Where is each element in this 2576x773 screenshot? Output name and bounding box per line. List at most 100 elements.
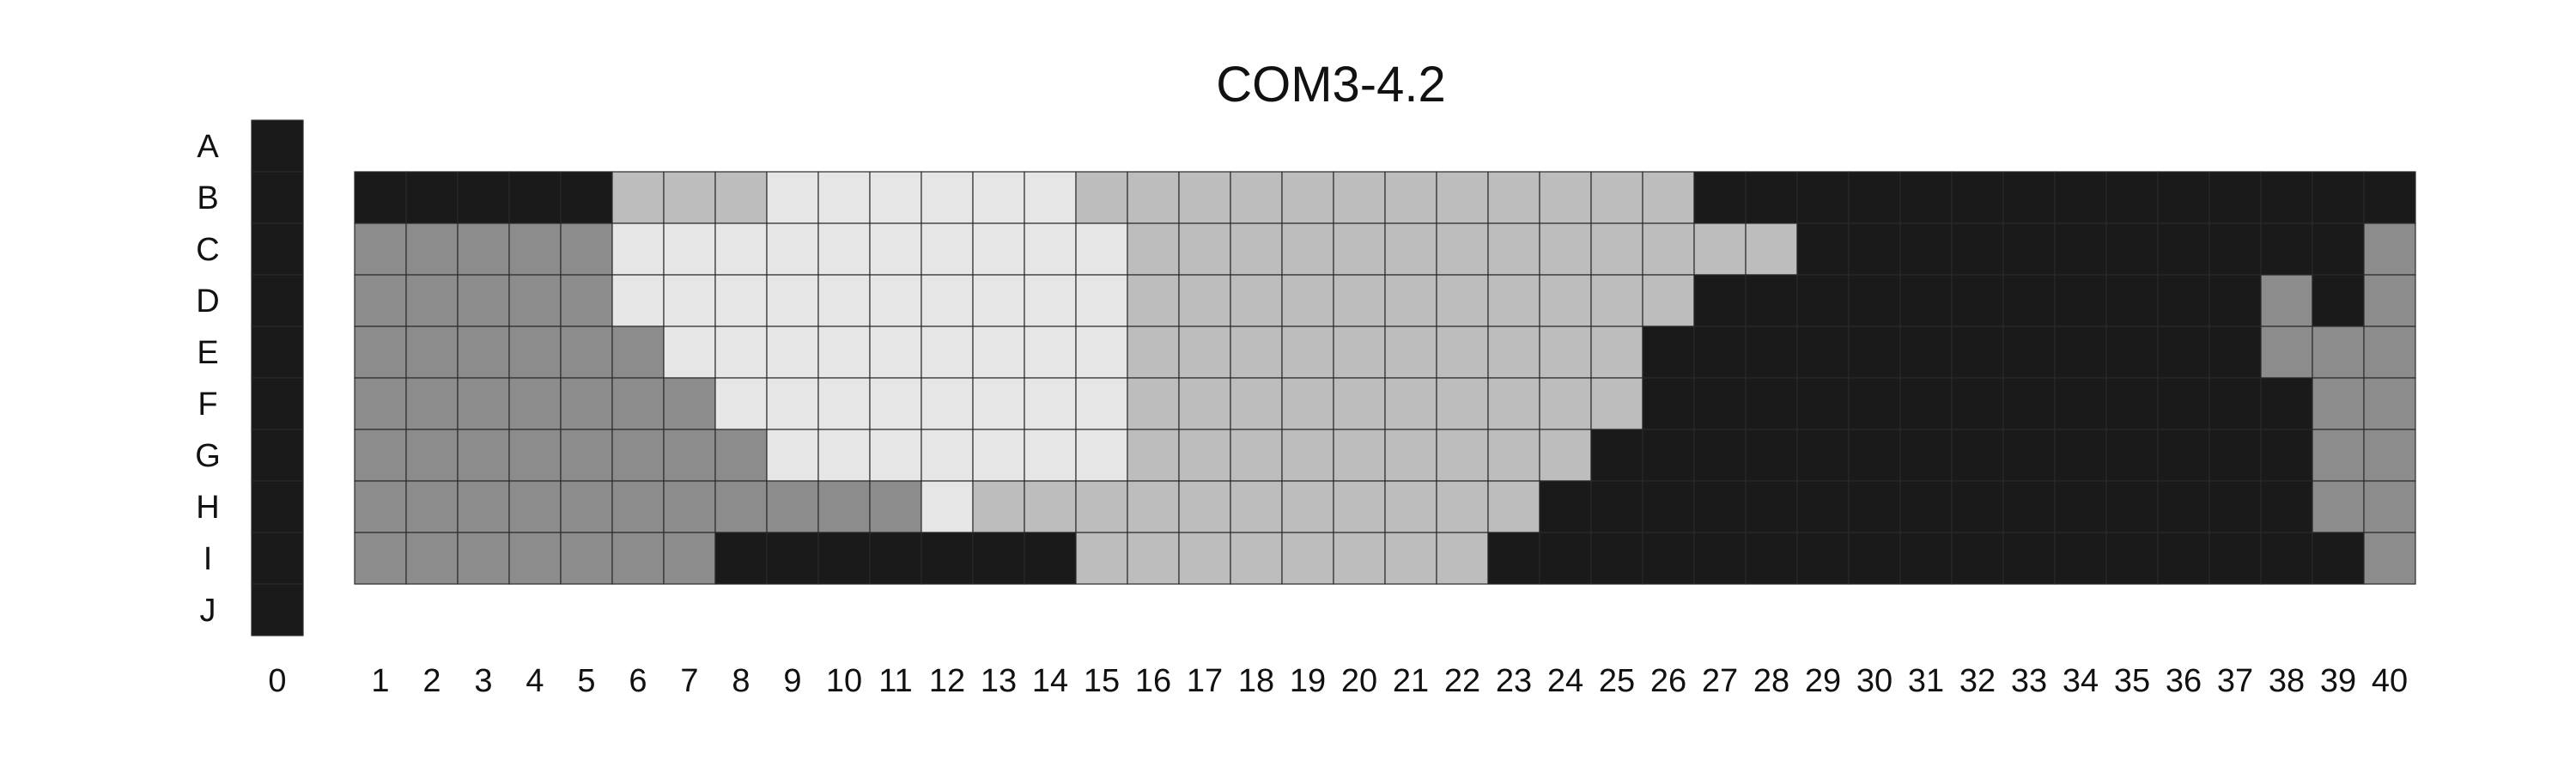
cell-d-4 [508,274,562,327]
cell-g-28 [1745,429,1798,482]
column-label-25: 25 [1599,663,1635,699]
column-label-32: 32 [1959,663,1996,699]
cell-i-32 [1951,532,2004,585]
cell-d-25 [1590,274,1643,327]
cell-b-25 [1590,171,1643,224]
cell-b-29 [1796,171,1850,224]
cell-i-0 [251,532,304,585]
cell-b-5 [560,171,613,224]
column-label-38: 38 [2269,663,2305,699]
cell-e-3 [457,326,510,379]
cell-b-23 [1487,171,1540,224]
cell-i-5 [560,532,613,585]
cell-f-18 [1230,377,1283,430]
cell-b-38 [2260,171,2313,224]
cell-b-26 [1642,171,1695,224]
column-label-40: 40 [2372,663,2408,699]
cell-f-6 [611,377,665,430]
cell-h-13 [972,480,1025,533]
cell-i-23 [1487,532,1540,585]
column-label-8: 8 [732,663,750,699]
cell-f-1 [354,377,407,430]
cell-b-17 [1178,171,1231,224]
cell-c-16 [1127,222,1180,276]
cell-g-30 [1848,429,1901,482]
cell-g-40 [2363,429,2416,482]
cell-b-1 [354,171,407,224]
cell-e-36 [2157,326,2210,379]
cell-g-29 [1796,429,1850,482]
cell-h-29 [1796,480,1850,533]
cell-c-25 [1590,222,1643,276]
cell-c-10 [817,222,871,276]
row-label-d: D [196,283,219,320]
cell-c-29 [1796,222,1850,276]
cell-b-30 [1848,171,1901,224]
cell-h-21 [1384,480,1437,533]
cell-e-22 [1436,326,1489,379]
cell-f-37 [2208,377,2262,430]
cell-i-26 [1642,532,1695,585]
row-label-j: J [200,593,216,629]
cell-h-16 [1127,480,1180,533]
cell-e-38 [2260,326,2313,379]
cell-f-14 [1024,377,1077,430]
cell-d-38 [2260,274,2313,327]
cell-f-38 [2260,377,2313,430]
cell-e-0 [251,326,304,379]
cell-h-19 [1281,480,1334,533]
cell-i-27 [1693,532,1747,585]
cell-i-34 [2054,532,2107,585]
cell-i-15 [1075,532,1128,585]
cell-f-13 [972,377,1025,430]
cell-e-20 [1333,326,1386,379]
row-label-c: C [196,232,219,268]
cell-g-8 [714,429,768,482]
column-label-10: 10 [826,663,862,699]
cell-d-40 [2363,274,2416,327]
column-label-16: 16 [1135,663,1171,699]
cell-i-10 [817,532,871,585]
cell-i-37 [2208,532,2262,585]
column-label-33: 33 [2011,663,2047,699]
cell-g-17 [1178,429,1231,482]
column-label-17: 17 [1187,663,1223,699]
cell-f-29 [1796,377,1850,430]
cell-g-26 [1642,429,1695,482]
cell-i-17 [1178,532,1231,585]
cell-c-21 [1384,222,1437,276]
cell-f-27 [1693,377,1747,430]
cell-g-33 [2002,429,2056,482]
cell-f-25 [1590,377,1643,430]
cell-d-34 [2054,274,2107,327]
cell-i-30 [1848,532,1901,585]
cell-h-27 [1693,480,1747,533]
cell-g-7 [663,429,716,482]
column-label-20: 20 [1341,663,1377,699]
cell-g-4 [508,429,562,482]
cell-g-32 [1951,429,2004,482]
column-label-3: 3 [474,663,492,699]
cell-f-32 [1951,377,2004,430]
cell-b-32 [1951,171,2004,224]
cell-h-2 [405,480,459,533]
cell-e-18 [1230,326,1283,379]
cell-b-2 [405,171,459,224]
cell-g-37 [2208,429,2262,482]
cell-b-40 [2363,171,2416,224]
cell-d-1 [354,274,407,327]
cell-c-36 [2157,222,2210,276]
cell-d-23 [1487,274,1540,327]
cell-i-28 [1745,532,1798,585]
cell-f-28 [1745,377,1798,430]
cell-h-17 [1178,480,1231,533]
cell-b-24 [1539,171,1592,224]
cell-h-6 [611,480,665,533]
cell-c-34 [2054,222,2107,276]
cell-g-16 [1127,429,1180,482]
cell-d-24 [1539,274,1592,327]
cell-c-22 [1436,222,1489,276]
cell-b-31 [1899,171,1953,224]
